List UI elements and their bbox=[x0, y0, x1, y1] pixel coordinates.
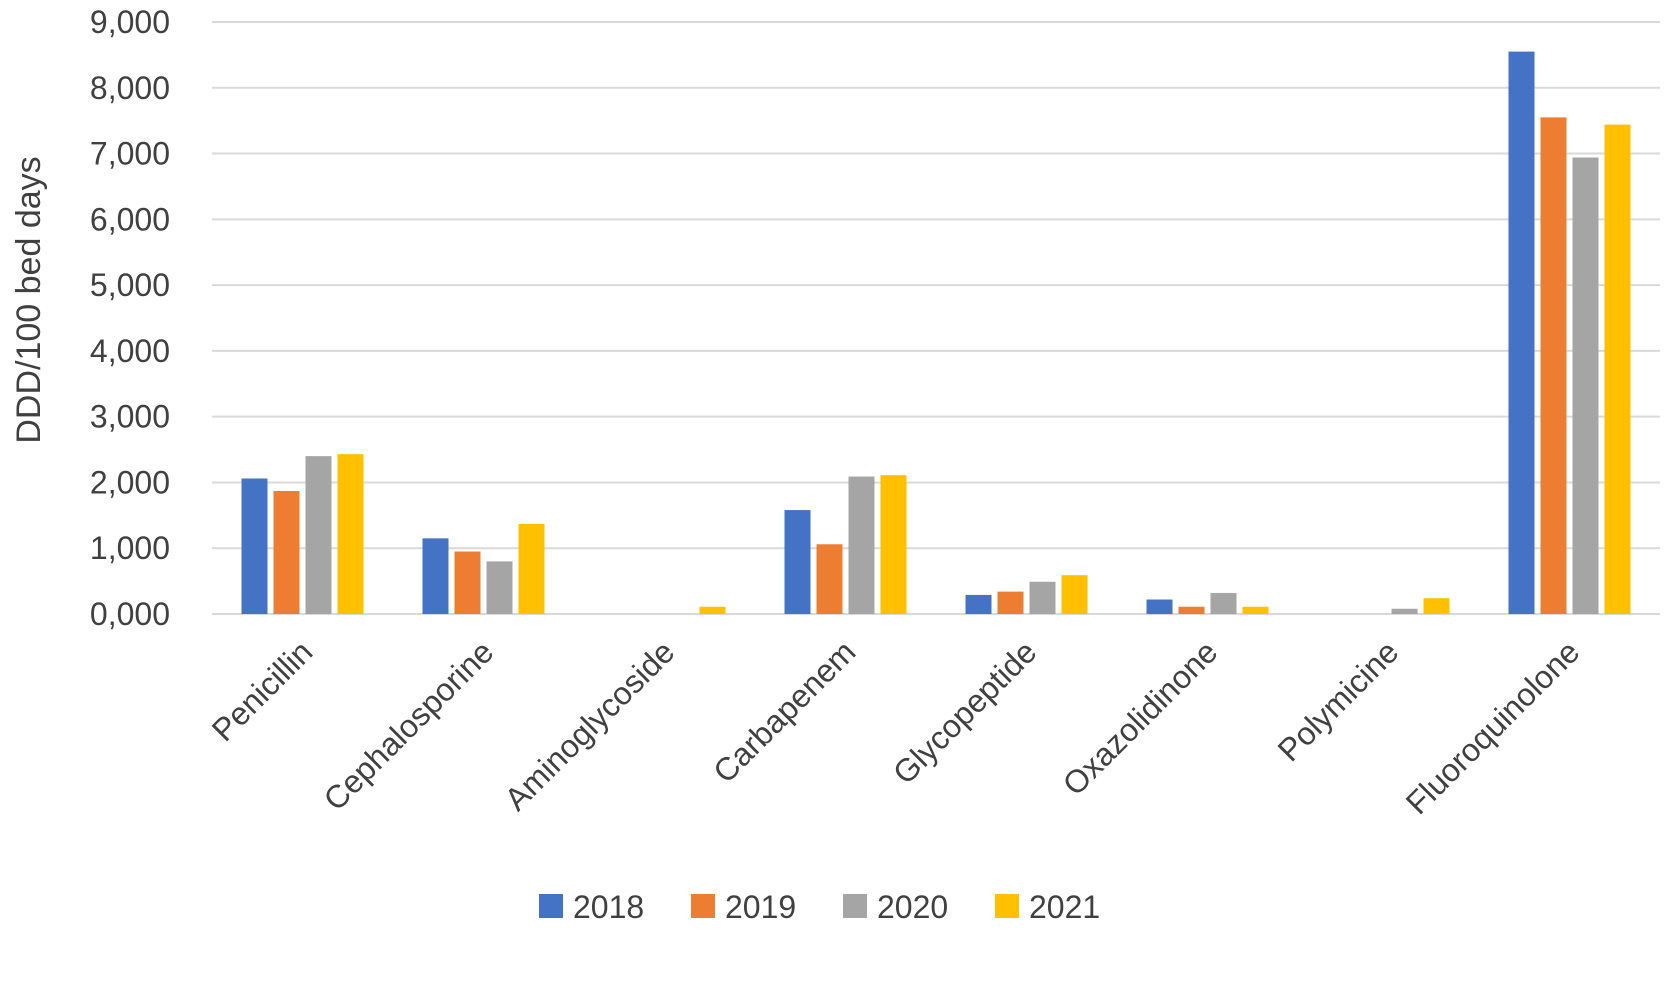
bar-carbapenem-2018 bbox=[784, 510, 811, 614]
legend-label: 2019 bbox=[725, 889, 796, 925]
legend-label: 2021 bbox=[1029, 889, 1100, 925]
legend: 2018 2019 2020 2021 bbox=[539, 889, 1100, 925]
y-tick-label: 1,000 bbox=[90, 530, 170, 566]
bar-carbapenem-2019 bbox=[816, 544, 843, 614]
bar-glycopeptide-2019 bbox=[997, 591, 1024, 614]
x-category-label: Glycopeptide bbox=[886, 633, 1044, 791]
bar-fluoroquinolone-2019 bbox=[1540, 117, 1567, 614]
bar-carbapenem-2020 bbox=[848, 476, 875, 614]
legend-label: 2018 bbox=[573, 889, 644, 925]
y-tick-label: 0,000 bbox=[90, 596, 170, 632]
y-tick-label: 2,000 bbox=[90, 464, 170, 500]
legend-swatch-2020 bbox=[843, 894, 867, 918]
legend-swatch-2019 bbox=[691, 894, 715, 918]
x-category-label: Fluoroquinolone bbox=[1399, 633, 1587, 821]
x-category-label: Cephalosporine bbox=[316, 633, 500, 817]
bar-carbapenem-2021 bbox=[880, 475, 907, 614]
bar-oxazolidinone-2021 bbox=[1242, 606, 1269, 614]
x-category-label: Oxazolidinone bbox=[1056, 633, 1225, 802]
legend-swatch-2021 bbox=[995, 894, 1019, 918]
bar-glycopeptide-2020 bbox=[1029, 581, 1056, 614]
legend-swatch-2018 bbox=[539, 894, 563, 918]
x-category-label: Polymicine bbox=[1271, 633, 1406, 768]
bars bbox=[241, 51, 1631, 615]
legend-label: 2020 bbox=[877, 889, 948, 925]
bar-oxazolidinone-2019 bbox=[1178, 606, 1205, 614]
y-tick-label: 4,000 bbox=[90, 333, 170, 369]
bar-penicillin-2020 bbox=[305, 456, 332, 614]
y-tick-label: 6,000 bbox=[90, 201, 170, 237]
bar-aminoglycoside-2021 bbox=[699, 606, 726, 614]
x-category-label: Carbapenem bbox=[706, 633, 862, 789]
y-axis: 0,000 1,000 2,000 3,000 4,000 5,000 6,000 7,000… bbox=[90, 4, 170, 632]
y-tick-label: 7,000 bbox=[90, 136, 170, 172]
bar-polymicine-2020 bbox=[1391, 608, 1418, 614]
bar-cephalosporine-2020 bbox=[486, 561, 513, 614]
bar-cephalosporine-2021 bbox=[518, 523, 545, 614]
y-axis-title: DDD/100 bed days bbox=[10, 156, 48, 443]
bar-glycopeptide-2018 bbox=[965, 594, 992, 614]
bar-glycopeptide-2021 bbox=[1061, 575, 1088, 614]
bar-penicillin-2021 bbox=[337, 454, 364, 614]
bar-fluoroquinolone-2021 bbox=[1604, 124, 1631, 614]
y-tick-label: 9,000 bbox=[90, 4, 170, 40]
bar-oxazolidinone-2018 bbox=[1146, 599, 1173, 614]
bar-polymicine-2021 bbox=[1423, 598, 1450, 614]
y-tick-label: 3,000 bbox=[90, 399, 170, 435]
bar-oxazolidinone-2020 bbox=[1210, 592, 1237, 614]
y-tick-label: 5,000 bbox=[90, 267, 170, 303]
bar-penicillin-2018 bbox=[241, 478, 268, 614]
bar-cephalosporine-2019 bbox=[454, 551, 481, 614]
gridlines bbox=[212, 21, 1660, 615]
bar-fluoroquinolone-2020 bbox=[1572, 157, 1599, 614]
x-category-label: Aminoglycoside bbox=[498, 633, 682, 817]
bar-cephalosporine-2018 bbox=[422, 538, 449, 614]
bar-fluoroquinolone-2018 bbox=[1508, 51, 1535, 615]
x-category-label: Penicillin bbox=[205, 633, 320, 748]
y-tick-label: 8,000 bbox=[90, 70, 170, 106]
bar-penicillin-2019 bbox=[273, 490, 300, 614]
